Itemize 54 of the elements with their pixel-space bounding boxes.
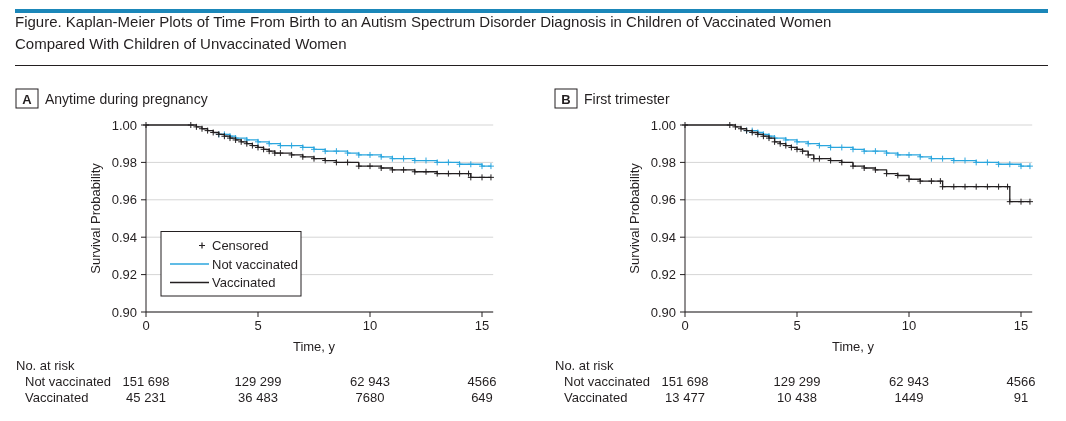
y-tick-label: 0.90 (650, 304, 676, 320)
text: No. at risk (16, 358, 76, 373)
chart-subtitle: First trimester (584, 91, 670, 107)
y-tick-label: 0.98 (111, 154, 137, 170)
x-axis-title: Time, y (292, 339, 336, 354)
x-tick-label: 10 (901, 318, 917, 333)
text: Not vaccinated (25, 374, 111, 389)
chart-title: Figure. Kaplan-Meier Plots of Time From Birth to an Autism Spectrum Disorder Diagnosis in Children of Vaccinated Women Compared With Children of Unvaccinated Women (15, 13, 832, 52)
text: 62 943 (350, 374, 390, 389)
text: 36 483 (238, 390, 278, 405)
y-axis-title: Survival Probability (88, 162, 103, 274)
y-axis-title: Survival Probability (627, 162, 642, 274)
text: 129 299 (234, 374, 282, 389)
x-tick-label: 5 (793, 318, 801, 333)
y-tick-label: 0.90 (111, 304, 137, 320)
text: Not vaccinated (564, 374, 650, 389)
x-tick-label: 0 (681, 318, 689, 333)
text: 649 (471, 390, 493, 405)
text: 151 698 (661, 374, 709, 389)
text: Vaccinated (25, 390, 89, 405)
text: 13 477 (665, 390, 705, 405)
y-tick-label: 0.98 (650, 154, 676, 170)
y-tick-label: 0.92 (111, 267, 137, 283)
text: 4566 (1006, 374, 1036, 389)
text: 151 698 (122, 374, 170, 389)
text: 4566 (467, 374, 497, 389)
text: 10 438 (777, 390, 817, 405)
x-axis-title: Time, y (831, 339, 875, 354)
y-tick-label: 0.92 (650, 267, 676, 283)
text: 129 299 (773, 374, 821, 389)
text: B (561, 91, 571, 107)
legend-label: Vaccinated (212, 275, 276, 290)
text: 7680 (355, 390, 385, 405)
y-tick-label: 0.94 (650, 229, 676, 245)
y-tick-label: 0.94 (111, 229, 137, 245)
legend-label: Not vaccinated (212, 256, 298, 272)
x-tick-label: 10 (362, 318, 378, 333)
text: No. at risk (555, 358, 615, 373)
y-tick-label: 1.00 (650, 117, 676, 133)
text: A (22, 91, 33, 107)
x-tick-label: 0 (142, 318, 150, 333)
text: Vaccinated (564, 390, 628, 405)
x-tick-label: 15 (1013, 318, 1029, 333)
x-tick-label: 15 (474, 318, 490, 333)
text: 62 943 (889, 374, 929, 389)
text: 1449 (894, 390, 924, 405)
y-tick-label: 1.00 (111, 117, 137, 133)
text: 45 231 (126, 390, 166, 405)
text: 91 (1013, 390, 1029, 405)
legend-title: Censored (212, 238, 269, 253)
y-tick-label: 0.96 (111, 192, 137, 208)
chart-subtitle: Anytime during pregnancy (45, 91, 208, 107)
y-tick-label: 0.96 (650, 192, 676, 208)
x-tick-label: 5 (254, 318, 262, 333)
